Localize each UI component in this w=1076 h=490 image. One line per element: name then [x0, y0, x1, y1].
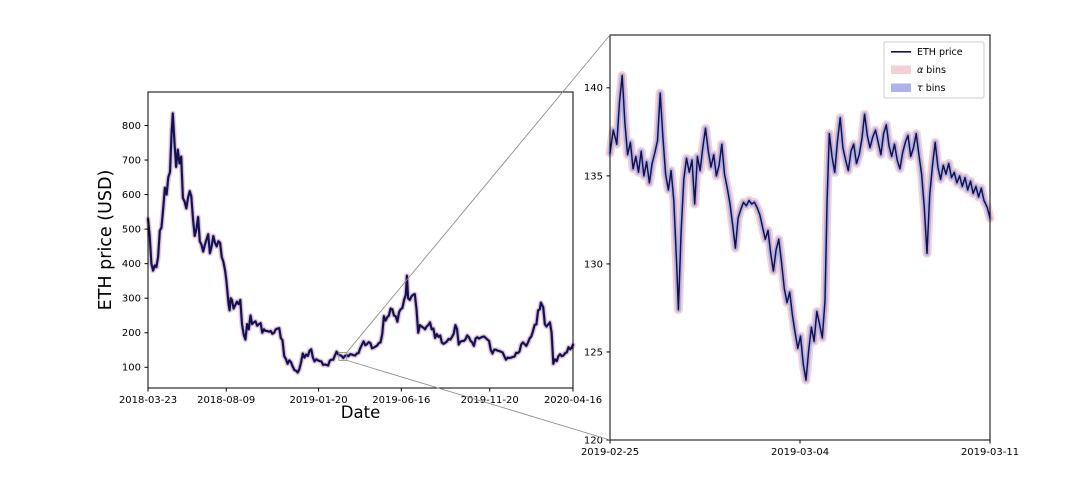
overview-y-tick-label: 600	[122, 190, 141, 201]
legend-entry: ETH price	[891, 47, 963, 58]
y-axis-label: ETH price (USD)	[96, 170, 116, 311]
connector-line-bottom	[346, 359, 611, 441]
zoom-x-tick-label: 2019-02-25	[581, 447, 639, 458]
overview-spines	[147, 91, 574, 389]
legend-alpha-swatch	[891, 65, 911, 74]
overview-y-tick-label: 300	[122, 294, 141, 305]
overview-x-tick-label: 2018-08-09	[197, 395, 255, 406]
overview-x-tick-label: 2019-11-20	[461, 395, 519, 406]
overview-x-tick-label: 2018-03-23	[119, 395, 177, 406]
overview-x-tick-label: 2019-01-20	[290, 395, 348, 406]
overview-y-tick-label: 500	[122, 225, 141, 236]
overview-eth-price-line	[146, 112, 575, 374]
overview-x-tick-label: 2019-06-16	[372, 395, 430, 406]
overview-y-tick-label: 100	[122, 363, 141, 374]
legend-entry-label: τ bins	[917, 83, 945, 94]
zoom-y-tick-label: 130	[584, 259, 603, 270]
zoom-x-tick-label: 2019-03-04	[771, 447, 829, 458]
overview-y-tick-label: 800	[122, 121, 141, 132]
inset-indicator-box	[338, 351, 348, 361]
zoom-y-tick-label: 135	[584, 171, 603, 182]
legend-entry-label: ETH price	[917, 47, 963, 58]
overview-x-tick-label: 2020-04-16	[544, 395, 602, 406]
x-axis-label: Date	[341, 403, 380, 422]
zoom-chart: 120 125 130 135 140 2019-02-25 2019-03-04 2019-…	[581, 34, 1019, 458]
legend: ETH price α bins τ bins	[883, 41, 985, 99]
zoom-y-tick-label: 140	[584, 83, 603, 94]
connector-line-top	[346, 34, 611, 353]
legend-entry-label: α bins	[917, 65, 946, 76]
zoom-tau-band	[607, 73, 993, 383]
legend-entry: τ bins	[891, 83, 945, 94]
legend-entry: α bins	[891, 65, 946, 76]
zoom-x-tick-label: 2019-03-11	[961, 447, 1019, 458]
zoom-y-tick-label: 120	[584, 435, 603, 446]
zoom-eth-price-line	[609, 74, 991, 381]
overview-y-tick-label: 200	[122, 328, 141, 339]
overview-y-tick-label: 700	[122, 155, 141, 166]
legend-tau-swatch	[891, 83, 911, 92]
overview-y-tick-label: 400	[122, 259, 141, 270]
overview-chart: 100 200 300 400 500 600 700 800 2018-03-23 2018-0…	[96, 91, 602, 422]
zoom-y-tick-label: 125	[584, 347, 603, 358]
zoom-connectors	[338, 34, 611, 441]
